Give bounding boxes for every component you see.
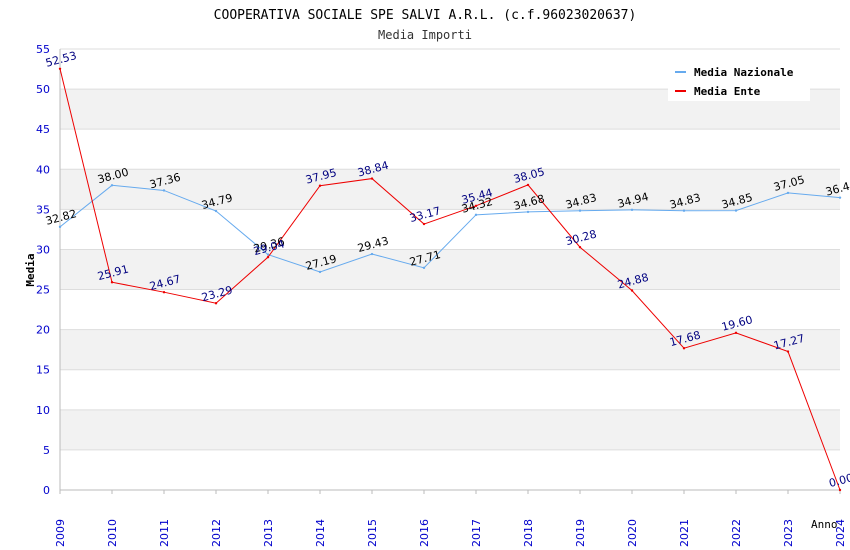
x-tick-label: 2016 (418, 519, 431, 547)
y-tick-label: 15 (36, 364, 50, 377)
x-tick-label: 2020 (626, 519, 639, 547)
data-point (422, 222, 426, 226)
data-point (838, 196, 842, 199)
data-point (474, 213, 478, 217)
y-tick-label: 50 (36, 83, 50, 96)
x-axis-label: Anno (811, 518, 838, 531)
chart-title: COOPERATIVA SOCIALE SPE SALVI A.R.L. (c.… (214, 8, 637, 23)
data-point (58, 225, 62, 229)
data-label: 30.28 (564, 227, 598, 248)
x-tick-label: 2009 (54, 519, 67, 547)
data-point (110, 281, 114, 284)
series-lines (58, 67, 842, 492)
chart-subtitle: Media Importi (378, 28, 472, 42)
data-point (318, 270, 322, 274)
data-point (734, 331, 738, 335)
y-tick-label: 25 (36, 284, 50, 297)
data-point (786, 350, 790, 353)
y-tick-label: 10 (36, 404, 50, 417)
data-point (266, 253, 270, 256)
y-axis-label: Media (24, 253, 37, 286)
x-tick-label: 2014 (314, 519, 327, 547)
x-tick-label: 2015 (366, 519, 379, 547)
data-point (526, 210, 530, 214)
grid-band (60, 169, 840, 210)
x-tick-label: 2018 (522, 519, 535, 547)
x-tick-label: 2021 (678, 519, 691, 547)
grid-band (60, 409, 840, 450)
data-label: 0.00 (828, 471, 850, 490)
data-point (162, 189, 166, 192)
data-point (318, 184, 322, 187)
x-tick-label: 2012 (210, 519, 223, 547)
data-point (630, 208, 634, 212)
x-tick-label: 2017 (470, 519, 483, 547)
data-point (370, 252, 374, 256)
data-point (474, 204, 478, 208)
data-point (630, 289, 634, 292)
y-tick-labels: 0 5 10 15 20 25 30 35 40 45 50 55 (36, 43, 50, 497)
x-tick-label: 2023 (782, 519, 795, 547)
data-point (578, 209, 582, 212)
y-tick-label: 55 (36, 43, 50, 56)
data-point (214, 302, 218, 305)
data-point (578, 246, 582, 249)
x-tick-label: 2010 (106, 519, 119, 547)
legend-box (668, 57, 810, 101)
y-tick-label: 45 (36, 123, 50, 136)
x-tick-label: 2011 (158, 519, 171, 547)
grid-lines (59, 48, 841, 494)
y-tick-label: 30 (36, 243, 50, 256)
data-point (786, 191, 790, 195)
y-tick-label: 20 (36, 324, 50, 337)
data-point (214, 209, 218, 213)
data-point (110, 184, 114, 187)
x-tick-labels: 2009 2010 2011 2012 2013 2014 2015 2016 2017 2018… (54, 519, 847, 547)
grid-bands (60, 89, 840, 450)
legend: Media Nazionale Media Ente (668, 57, 810, 101)
legend-label: Media Nazionale (694, 66, 794, 79)
y-tick-label: 0 (43, 484, 50, 497)
x-tick-label: 2022 (730, 519, 743, 547)
y-tick-label: 35 (36, 203, 50, 216)
series-line-media-nazionale (59, 184, 841, 273)
data-point (682, 209, 686, 212)
data-point (266, 255, 270, 259)
data-point (734, 209, 738, 212)
grid-band (60, 329, 840, 370)
legend-label: Media Ente (694, 85, 761, 98)
data-point (526, 183, 530, 187)
x-tick-label: 2019 (574, 519, 587, 547)
data-point (422, 266, 426, 270)
data-point (162, 290, 166, 294)
data-point (58, 67, 62, 71)
x-tick-label: 2013 (262, 519, 275, 547)
y-tick-label: 5 (43, 444, 50, 457)
data-point (370, 177, 374, 180)
data-point (682, 347, 686, 350)
x-tick-label: 2024 (834, 519, 847, 547)
data-point (838, 488, 842, 492)
series-line-media-ente (59, 68, 841, 491)
grid-band (60, 249, 840, 290)
y-tick-label: 40 (36, 163, 50, 176)
